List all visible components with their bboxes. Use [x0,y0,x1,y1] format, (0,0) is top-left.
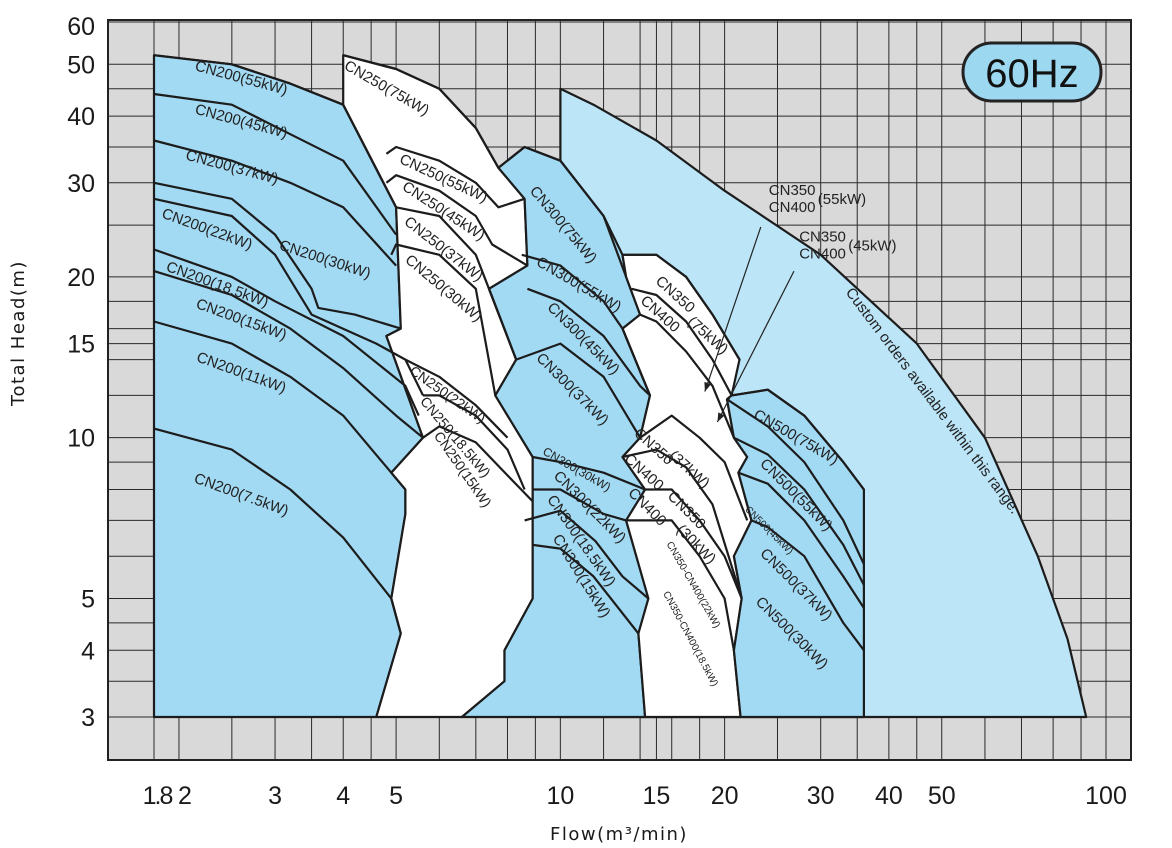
curve-cn300-18-5kw [524,509,650,600]
curve-cn350-cn400-37kw [639,414,749,521]
curve-cn500-37kw [738,471,865,609]
y-tick-label: 15 [67,331,95,359]
x-tick-label: 40 [875,782,903,810]
curve-cn500-55kw [726,398,865,565]
curve-cn350-cn400-22kw [645,488,743,599]
curve-cn300-22kw [532,488,627,522]
callout-arrowhead [717,412,725,422]
y-tick-label: 3 [81,704,95,732]
frequency-badge: 60Hz [961,41,1103,103]
x-tick-label: 3 [268,782,282,810]
curve-cn350-cn400-55kw [631,287,733,396]
x-axis-ticks: 1.8 2 3 4 5 10 15 20 30 40 50 100 [143,782,1127,810]
callout-leader [704,226,762,392]
callout-suffix: (45kW) [848,238,896,255]
x-tick-label: 4 [336,782,350,810]
x-tick-label: 30 [807,782,835,810]
badge-box [961,41,1103,103]
curve-cn300-75kw [497,145,628,278]
curve-cn200-7-5kw [153,427,402,634]
curve-cn200-30kw [153,181,402,330]
curve-cn350-cn400-30kw [622,448,743,599]
callout-arrowhead [704,381,712,392]
curve-cn200-55kw [153,54,398,208]
callout-line1: CN350 [799,229,846,246]
curve-cn350-cn400-45kw [639,313,735,439]
curve-cn250-37kw [395,206,518,360]
x-tick-label: 50 [928,782,956,810]
plot-frame [107,19,1132,761]
curve-cn500-75kw [731,388,865,491]
curve-cn300-55kw [521,253,652,396]
x-tick-label: 5 [389,782,403,810]
callout-suffix: (55kW) [818,191,866,208]
y-tick-label: 50 [67,51,95,79]
callout-leader [716,270,795,423]
curve-cn300-15kw [532,543,640,635]
curve-cn300-45kw [527,287,651,397]
x-tick-label: 15 [643,782,671,810]
curve-cn350-cn400-18-5kw [626,519,735,651]
curve-cn250-45kw [385,174,528,267]
y-tick-label: 40 [67,103,95,131]
x-tick-label: 2 [178,782,192,810]
curve-cn250-75kw [342,54,500,169]
x-tick-label: 100 [1085,782,1127,810]
badge-text: 60Hz [985,52,1078,96]
callout-line1: CN350 [769,182,816,199]
curve-cn300-37kw [515,342,642,439]
y-axis-ticks: 3 4 5 10 15 20 30 40 50 60 [67,13,95,732]
y-tick-label: 30 [67,170,95,198]
curve-cn250-22kw [404,358,509,439]
curve-cn350-cn400-75kw [622,253,741,361]
curve-cn200-18-5kw [153,248,420,417]
model-regions [152,54,1088,719]
curve-cn250-18-5kw [423,394,526,490]
curve-cn500-30kw [751,519,865,651]
y-tick-label: 5 [81,585,95,613]
curve-cn200-11kw [153,320,393,474]
y-tick-label: 4 [81,637,95,665]
curve-cn500-45kw [733,436,865,586]
x-tick-label: 10 [546,782,574,810]
y-tick-label: 20 [67,264,95,292]
y-tick-label: 10 [67,425,95,453]
curve-cn300-30kw [532,455,646,491]
x-tick-label: 1.8 [143,782,173,810]
curve-cn250-55kw [385,145,525,209]
curve-cn250-15kw [422,425,534,503]
callout-line2: CN400 [769,199,816,216]
curve-cn200-45kw [153,92,397,236]
callout-line2: CN400 [799,246,846,263]
x-axis-label: Flow(m³/min) [550,824,688,845]
y-tick-label: 60 [67,13,95,41]
y-axis-label: Total Head(m) [8,260,29,407]
curve-cn200-37kw [153,139,397,267]
curve-cn250-30kw [390,243,497,396]
curve-cn200-15kw [153,270,424,439]
x-tick-label: 20 [711,782,739,810]
performance-curves [153,54,865,651]
